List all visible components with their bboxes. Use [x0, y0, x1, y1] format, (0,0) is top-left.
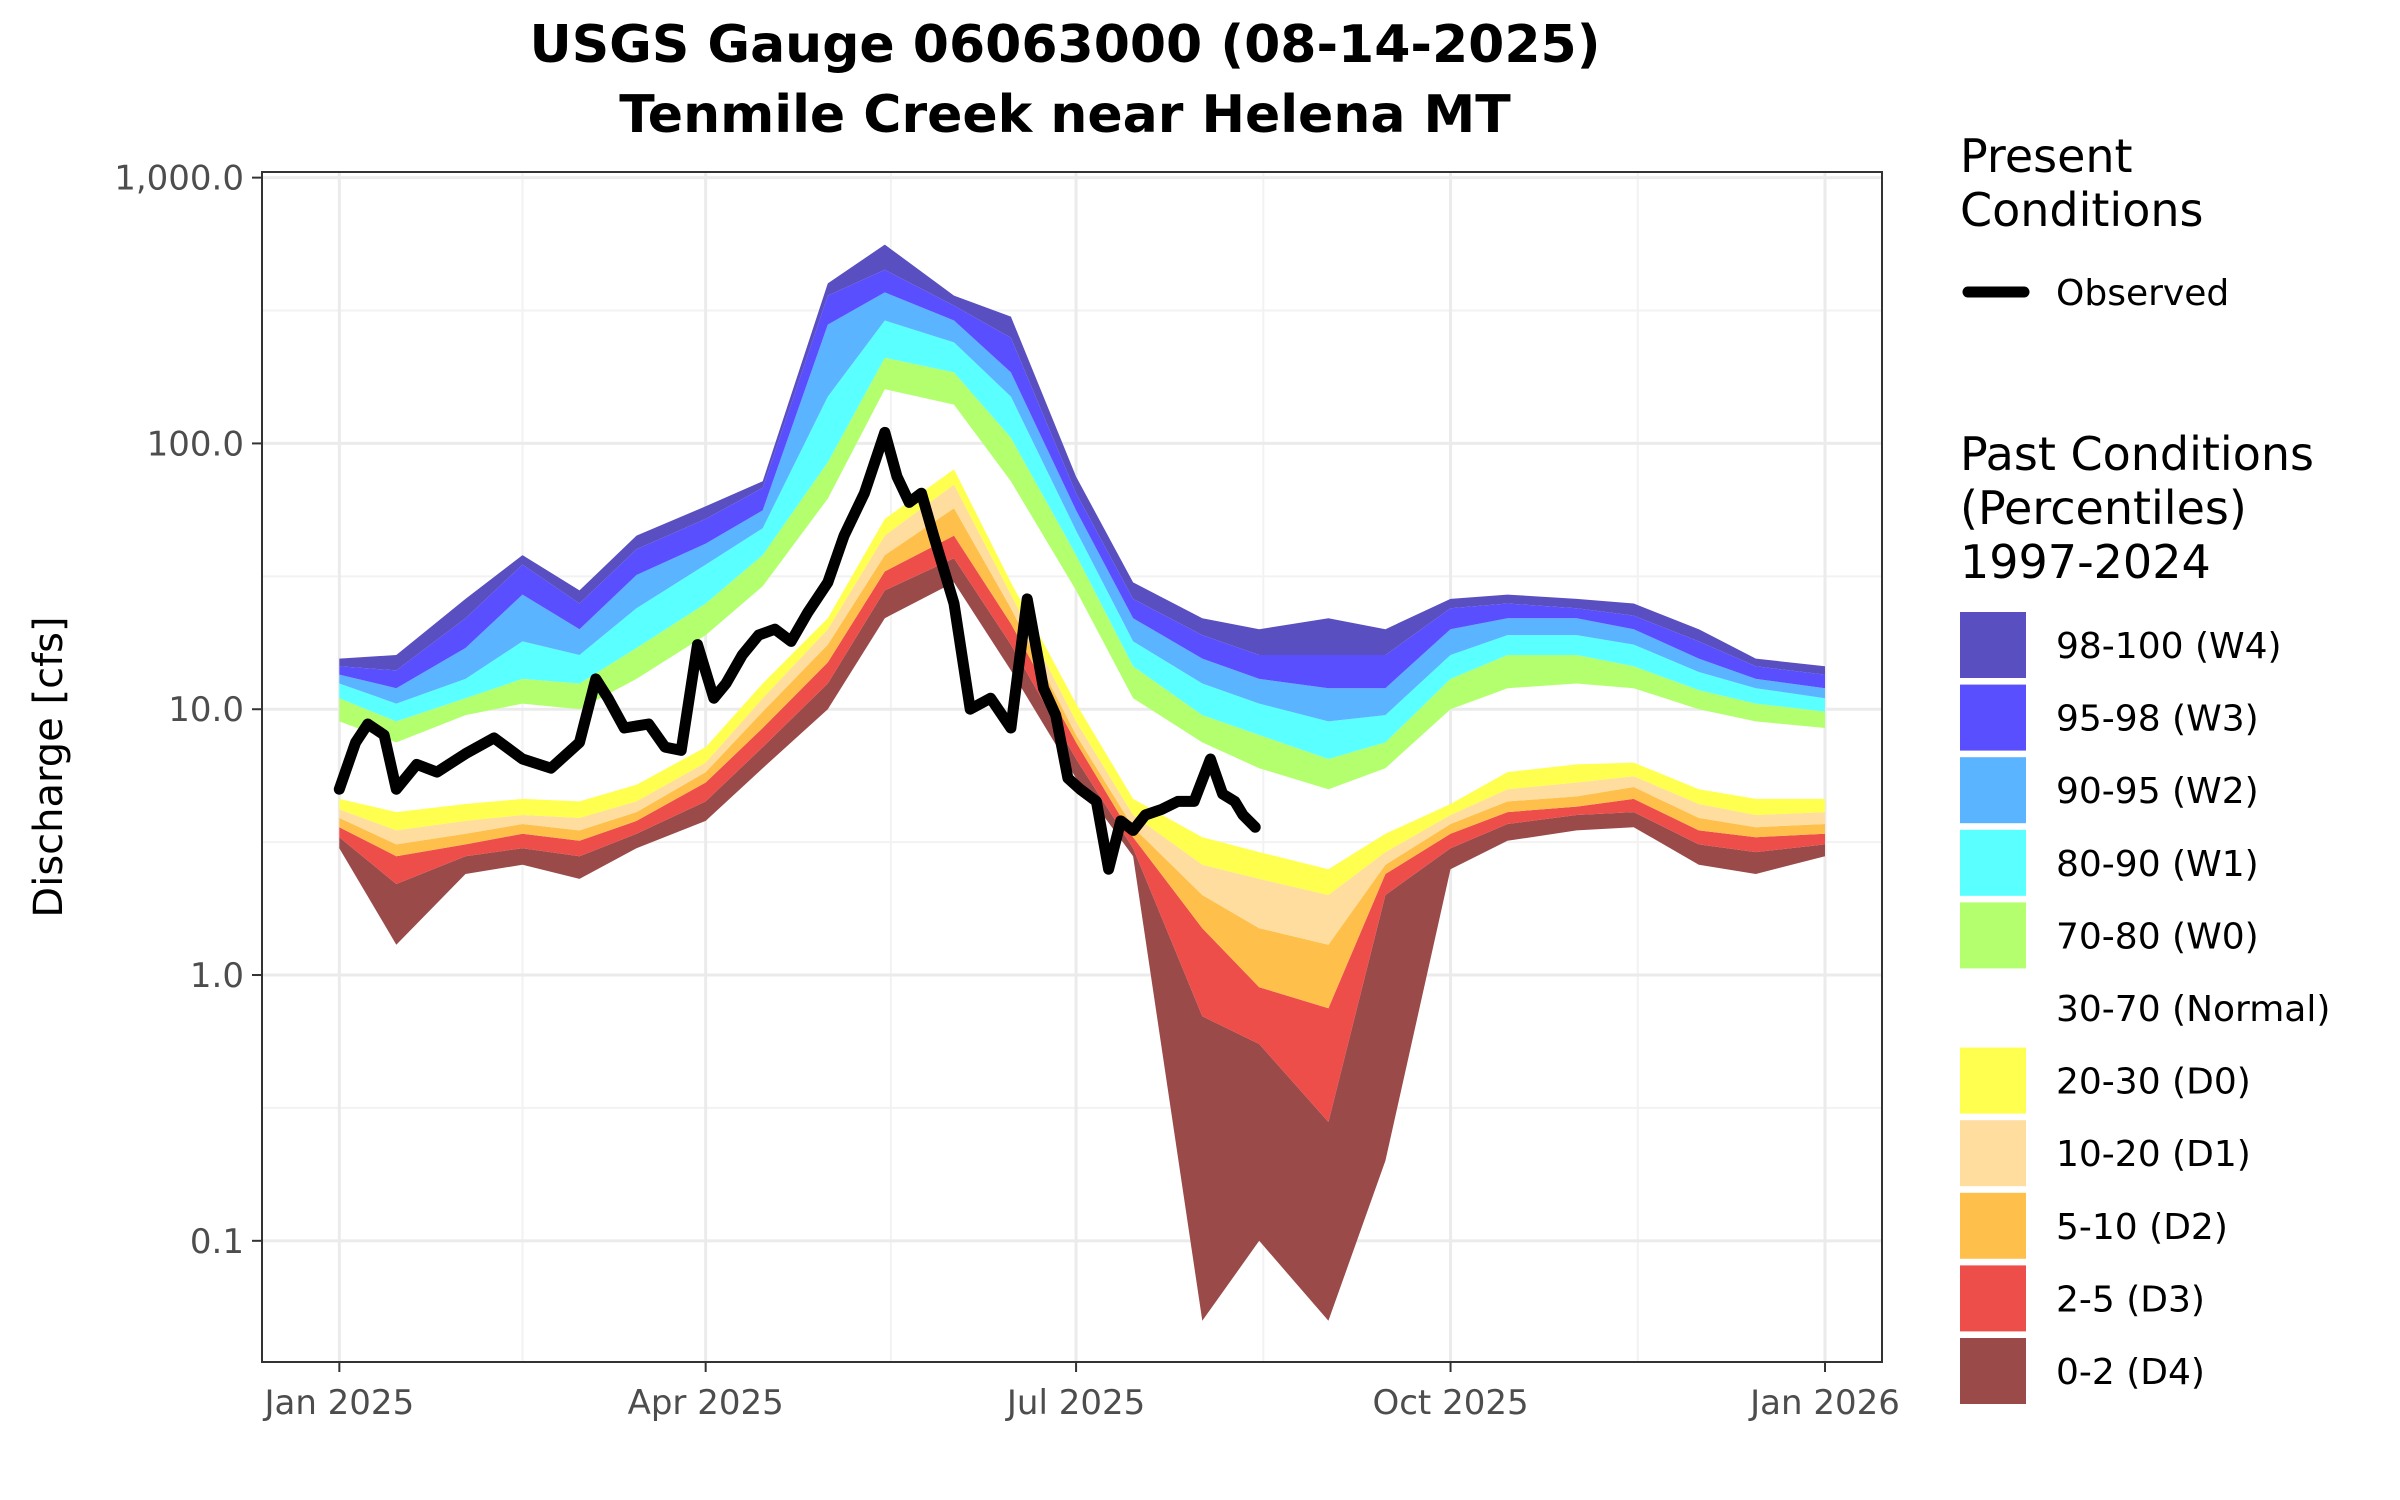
band-98-100	[339, 244, 1825, 675]
x-tick-label: Jan 2025	[262, 1383, 414, 1423]
legend-band-label: 90-95 (W2)	[2056, 771, 2259, 812]
y-tick-label: 1.0	[190, 956, 244, 996]
legend-past-title: Past Conditions (Percentiles) 1997-2024	[1960, 427, 2314, 589]
legend-swatch	[1960, 975, 2026, 1041]
legend-swatch	[1960, 829, 2026, 896]
y-tick-label: 10.0	[168, 690, 244, 730]
legend: Present Conditions Observed Past Conditions…	[1960, 129, 2330, 1404]
legend-band-label: 5-10 (D2)	[2056, 1207, 2228, 1248]
y-axis-title: Discharge [cfs]	[26, 616, 72, 917]
legend-band-label: 80-90 (W1)	[2056, 844, 2259, 885]
legend-band-label: 98-100 (W4)	[2056, 626, 2282, 667]
legend-swatch	[1960, 1338, 2026, 1404]
x-axis: Jan 2025 Apr 2025 Jul 2025 Oct 2025 Jan 2026	[262, 1362, 1900, 1423]
legend-band-label: 95-98 (W3)	[2056, 699, 2259, 740]
y-tick-label: 100.0	[147, 424, 244, 464]
chart-title: USGS Gauge 06063000 (08-14-2025)	[529, 15, 1600, 75]
legend-swatch	[1960, 1047, 2026, 1114]
legend-band-label: 70-80 (W0)	[2056, 916, 2259, 957]
band-70-80	[339, 357, 1825, 790]
x-tick-label: Oct 2025	[1372, 1383, 1528, 1423]
legend-present-title: Present Conditions	[1960, 129, 2203, 237]
legend-band-label: 2-5 (D3)	[2056, 1279, 2205, 1320]
x-tick-label: Apr 2025	[628, 1383, 784, 1423]
legend-swatch	[1960, 1120, 2026, 1187]
legend-swatch	[1960, 1192, 2026, 1259]
observed-line	[333, 426, 1261, 875]
y-tick-label: 0.1	[190, 1222, 244, 1262]
y-axis: 0.1 1.0 10.0 100.0 1,000.0	[114, 159, 262, 1262]
plot-panel	[261, 171, 1883, 1363]
legend-swatch	[1960, 757, 2026, 824]
legend-band-label: 30-70 (Normal)	[2056, 989, 2330, 1030]
legend-swatch	[1960, 1265, 2026, 1332]
percentile-bands	[339, 244, 1825, 1321]
legend-band-label: 10-20 (D1)	[2056, 1134, 2251, 1175]
band-2-5	[339, 535, 1825, 1122]
observed-series	[333, 426, 1261, 875]
legend-observed-label: Observed	[2056, 273, 2229, 314]
legend-band-label: 20-30 (D0)	[2056, 1062, 2251, 1103]
legend-swatch	[1960, 684, 2026, 751]
chart-subtitle: Tenmile Creek near Helena MT	[619, 85, 1511, 145]
y-tick-label: 1,000.0	[114, 159, 244, 199]
legend-swatch	[1960, 612, 2026, 678]
legend-swatch	[1960, 902, 2026, 969]
legend-band-label: 0-2 (D4)	[2056, 1352, 2205, 1393]
x-tick-label: Jul 2025	[1005, 1383, 1145, 1423]
plot-border	[261, 171, 1883, 1363]
x-tick-label: Jan 2026	[1748, 1383, 1900, 1423]
band-95-98	[339, 269, 1825, 689]
